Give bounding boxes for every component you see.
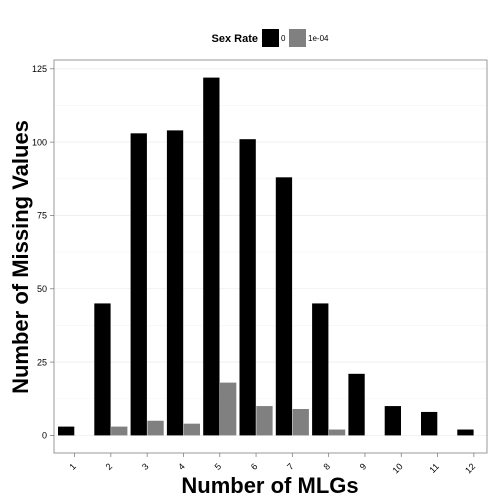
bar-0-5 xyxy=(203,77,220,436)
bar-0-1 xyxy=(58,426,75,436)
bar-0-8 xyxy=(312,303,329,436)
x-tick-label: 7 xyxy=(285,461,296,472)
bar-0-9 xyxy=(348,373,365,436)
x-tick-label: 6 xyxy=(249,461,260,472)
legend-title: Sex Rate xyxy=(212,33,258,45)
legend-label-0: 0 xyxy=(281,34,286,43)
y-tick-label: 50 xyxy=(37,284,47,294)
legend: Sex Rate 0 1e-04 xyxy=(212,29,329,47)
plot-border xyxy=(53,59,488,454)
x-axis-title: Number of MLGs xyxy=(181,473,358,498)
x-tick-label: 4 xyxy=(176,461,187,472)
legend-label-1: 1e-04 xyxy=(308,34,329,43)
legend-swatch-0 xyxy=(262,29,279,47)
bar-1e-04-7 xyxy=(292,409,309,436)
bar-0-4 xyxy=(166,130,184,436)
bar-1e-04-4 xyxy=(183,423,200,436)
bar-1e-04-6 xyxy=(256,406,273,436)
bar-1e-04-8 xyxy=(328,429,346,436)
bar-1e-04-3 xyxy=(147,420,164,436)
x-tick-label: 2 xyxy=(104,461,115,472)
y-tick-label: 100 xyxy=(32,137,47,147)
bar-0-3 xyxy=(130,133,147,436)
x-tick-label: 3 xyxy=(140,461,151,472)
y-axis-title: Number of Missing Values xyxy=(8,120,33,394)
y-tick-label: 25 xyxy=(37,357,47,367)
y-tick-label: 125 xyxy=(32,64,47,74)
y-axis: 0 25 50 75 100 125 xyxy=(32,64,54,441)
bar-0-11 xyxy=(421,411,438,436)
bar-0-12 xyxy=(457,429,474,436)
x-tick-label: 1 xyxy=(67,461,78,472)
x-tick-label: 5 xyxy=(213,461,224,472)
bar-1e-04-2 xyxy=(111,426,128,436)
x-tick-label: 8 xyxy=(321,461,332,472)
bar-0-10 xyxy=(384,406,401,436)
bars xyxy=(58,77,474,436)
bar-0-2 xyxy=(94,303,111,436)
bar-1e-04-5 xyxy=(220,382,237,436)
y-tick-label: 0 xyxy=(42,431,47,441)
y-tick-label: 75 xyxy=(37,211,47,221)
legend-swatch-1 xyxy=(289,29,306,47)
x-tick-label: 9 xyxy=(358,461,369,472)
bar-0-7 xyxy=(275,177,293,436)
bar-0-6 xyxy=(239,139,256,436)
x-axis: 1 2 3 4 5 6 7 8 9 10 11 12 xyxy=(67,453,477,475)
